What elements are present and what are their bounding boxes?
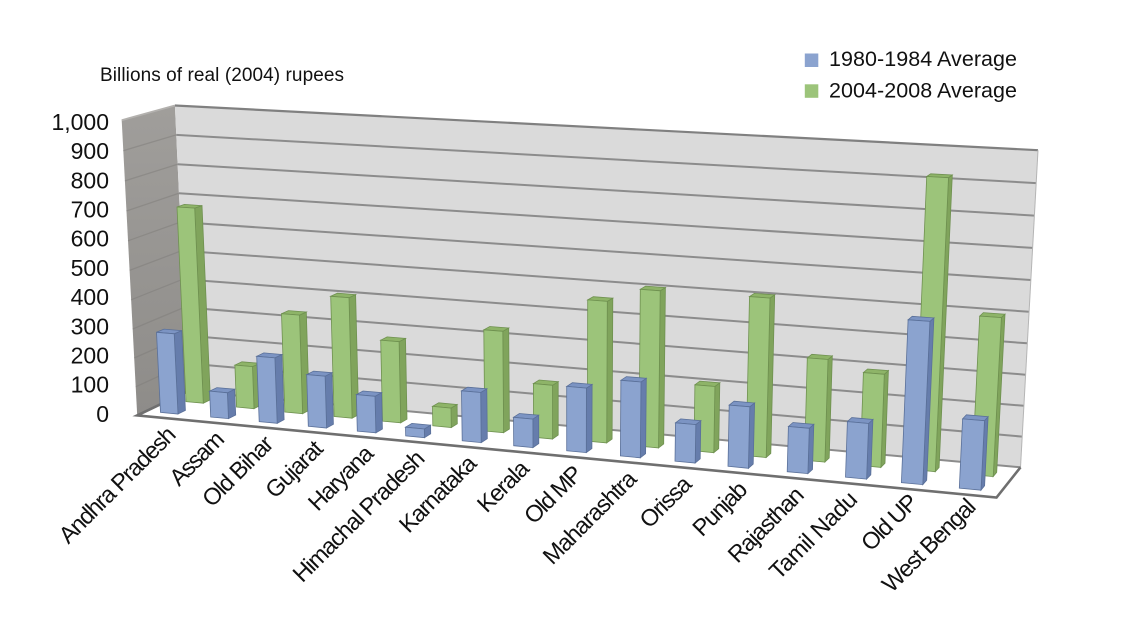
- svg-text:800: 800: [71, 167, 109, 193]
- svg-text:400: 400: [71, 284, 109, 310]
- svg-text:200: 200: [71, 343, 109, 369]
- svg-text:Billions of real (2004) rupees: Billions of real (2004) rupees: [100, 65, 344, 86]
- svg-text:600: 600: [71, 226, 109, 252]
- svg-text:1980-1984 Average: 1980-1984 Average: [829, 47, 1017, 71]
- svg-text:700: 700: [71, 197, 109, 223]
- svg-text:1,000: 1,000: [51, 109, 109, 135]
- svg-text:0: 0: [96, 401, 109, 427]
- svg-text:500: 500: [71, 255, 109, 281]
- svg-text:100: 100: [71, 372, 109, 398]
- svg-text:300: 300: [71, 313, 109, 339]
- svg-text:2004-2008 Average: 2004-2008 Average: [829, 79, 1017, 103]
- svg-text:900: 900: [71, 138, 109, 164]
